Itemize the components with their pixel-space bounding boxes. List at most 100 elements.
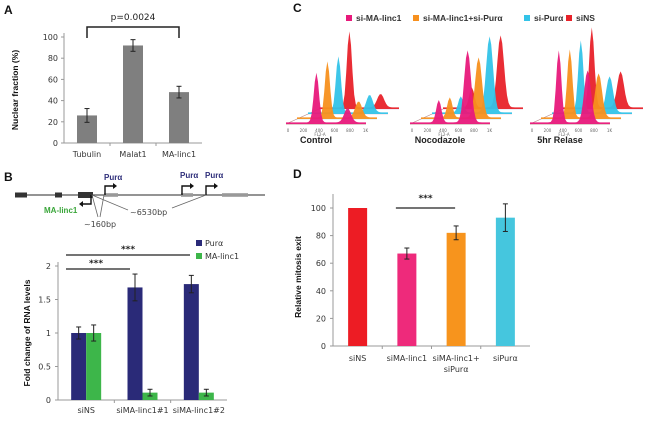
y-tick-label: 80 bbox=[48, 54, 58, 63]
pura-label-1: Purα bbox=[104, 173, 122, 182]
x-tick-label: 200 bbox=[544, 128, 552, 133]
significance-bracket bbox=[86, 26, 180, 38]
bar-siMA-linc1 bbox=[397, 253, 417, 346]
panel-label-d: D bbox=[293, 167, 302, 181]
pura-tss-arrow-1 bbox=[104, 185, 113, 195]
x-tick-label: 0 bbox=[287, 128, 290, 133]
x-tick-label: 200 bbox=[424, 128, 432, 133]
distance-line bbox=[91, 194, 129, 211]
legend-label-Purα: Purα bbox=[205, 239, 223, 248]
distance-6530bp-label: ~6530bp bbox=[130, 208, 167, 217]
bar-Tubulin bbox=[77, 115, 97, 143]
ma-linc1-label: MA-linc1 bbox=[44, 206, 78, 215]
x-tick-label: 400 bbox=[315, 128, 323, 133]
y-tick-label: 0.5 bbox=[38, 363, 51, 372]
x-tick-label: 600 bbox=[575, 128, 583, 133]
histogram-series-si-MA-linc1 bbox=[530, 50, 610, 124]
exon bbox=[55, 192, 62, 198]
x-tick-label: 0 bbox=[531, 128, 534, 133]
y-tick-label: 20 bbox=[48, 118, 58, 127]
y-axis-label: Nuclear fraction (%) bbox=[10, 50, 20, 130]
ma-linc1-tss-arrow bbox=[83, 195, 92, 205]
legend-swatch-siNS bbox=[566, 15, 572, 21]
distance-line bbox=[171, 194, 207, 209]
x-tick-label: siMA-linc1#1 bbox=[116, 406, 168, 415]
histogram-series-si-MA-linc1 bbox=[286, 72, 366, 124]
x-tick-label: siNS bbox=[77, 406, 94, 415]
pura-tss-arrow-1-head bbox=[113, 183, 117, 189]
histogram-series-siNS bbox=[563, 27, 643, 109]
x-tick-label: Malat1 bbox=[119, 150, 146, 159]
legend-label-si-Purα: si-Purα bbox=[534, 13, 564, 23]
pura-exon bbox=[181, 193, 193, 197]
legend-swatch-si-MA-linc1+si-Purα bbox=[413, 15, 419, 21]
pura-label-3: Purα bbox=[205, 171, 223, 180]
histogram-series-si-MA-linc1 bbox=[410, 50, 490, 124]
pura-tss-arrow-2 bbox=[181, 185, 190, 195]
panel-b-chart: 0 0.5 1 1.5 2 siNS siMA-linc1#1 siMA-linc1#2 ***… bbox=[22, 239, 239, 415]
histogram-series-si-Purα bbox=[308, 56, 388, 114]
subplot-title: Nocodazole bbox=[415, 135, 466, 145]
panel-b-gene-diagram: Purα Purα Purα MA-linc1 ~160bp ~6530bp bbox=[15, 171, 265, 229]
bar-siNS bbox=[348, 208, 368, 346]
y-tick-label: 40 bbox=[48, 97, 58, 106]
subplot-title: 5hr Relase bbox=[537, 135, 583, 145]
legend-label-si-MA-linc1: si-MA-linc1 bbox=[356, 13, 402, 23]
pura-label-2: Purα bbox=[180, 171, 198, 180]
subplot-title: Control bbox=[300, 135, 332, 145]
x-axis-label: FL2-A bbox=[438, 132, 449, 137]
y-tick-label: 60 bbox=[48, 75, 58, 84]
y-tick-label: 0 bbox=[53, 139, 58, 148]
bar-Malat1 bbox=[123, 45, 143, 144]
legend-swatch-MA-linc1 bbox=[196, 253, 202, 259]
x-tick-label: 400 bbox=[439, 128, 447, 133]
histogram-5hr Relase: 0 200 400 600 800 1K FL2-A5hr Relase bbox=[529, 27, 643, 145]
bar-MA-linc1 bbox=[169, 92, 189, 143]
panel-label-c: C bbox=[293, 1, 302, 15]
y-axis-label: Relative mitosis exit bbox=[293, 236, 303, 318]
x-tick-label: 1K bbox=[607, 128, 613, 133]
histogram-series-si-MA-linc1+si-Purα bbox=[541, 49, 621, 119]
histogram-series-siNS bbox=[443, 35, 523, 109]
bar-siPurα bbox=[495, 217, 515, 346]
panel-c-histograms: si-MA-linc1 si-MA-linc1+si-Purα si-Purα siN… bbox=[285, 13, 643, 145]
x-tick-label: 800 bbox=[590, 128, 598, 133]
x-tick-label: 600 bbox=[455, 128, 463, 133]
legend-swatch-Purα bbox=[196, 240, 202, 246]
histogram-series-si-MA-linc1+si-Purα bbox=[297, 61, 377, 119]
bar-Purα-siMA-linc1#1 bbox=[127, 287, 143, 400]
p-value-annotation: p=0.0024 bbox=[111, 13, 156, 23]
y-tick-label: 1.5 bbox=[38, 296, 51, 305]
panel-label-b: B bbox=[4, 170, 13, 184]
x-tick-label: MA-linc1 bbox=[162, 150, 196, 159]
significance-stars-2: *** bbox=[121, 245, 135, 255]
panel-d-chart: 0 20 40 60 80 100 siNS siMA-linc1 siMA-linc1+ siP… bbox=[293, 194, 530, 374]
distance-line bbox=[99, 194, 105, 218]
x-tick-label: siMA-linc1+ bbox=[433, 354, 480, 363]
y-tick-label: 1 bbox=[46, 329, 51, 338]
pura-exon bbox=[104, 193, 118, 197]
legend-swatch-si-MA-linc1 bbox=[346, 15, 352, 21]
y-tick-label: 80 bbox=[316, 232, 326, 241]
y-tick-label: 40 bbox=[316, 287, 326, 296]
bar-siMA-linc1+ siPurα bbox=[446, 232, 466, 346]
bar-Purα-siNS bbox=[71, 333, 87, 400]
distance-line bbox=[91, 194, 99, 218]
x-tick-label: 800 bbox=[470, 128, 478, 133]
x-tick-label: 800 bbox=[346, 128, 354, 133]
x-tick-label: siMA-linc1 bbox=[387, 354, 427, 363]
y-tick-label: 20 bbox=[316, 314, 326, 323]
bar-MA-linc1-siNS bbox=[86, 333, 102, 400]
ma-linc1-tss-arrow-head bbox=[79, 201, 83, 207]
y-tick-label: 60 bbox=[316, 259, 326, 268]
x-tick-label: siPurα bbox=[493, 354, 518, 363]
legend-label-MA-linc1: MA-linc1 bbox=[205, 252, 239, 261]
x-tick-label: siPurα bbox=[444, 365, 469, 374]
y-tick-label: 0 bbox=[321, 342, 326, 351]
x-tick-label: 1K bbox=[487, 128, 493, 133]
y-tick-label: 100 bbox=[43, 33, 58, 42]
ma-linc1-exon bbox=[78, 192, 93, 198]
significance-stars-1: *** bbox=[89, 259, 103, 269]
x-tick-label: 400 bbox=[559, 128, 567, 133]
x-tick-label: Tubulin bbox=[72, 150, 101, 159]
